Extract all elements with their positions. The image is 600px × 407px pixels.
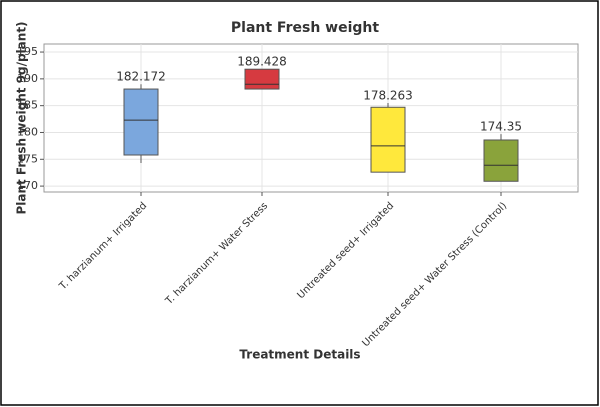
y-tick-label: 190 [17,72,38,85]
y-axis-label: Plant Fresh weight 9g/plant) [15,21,29,214]
data-label: 182.172 [116,70,166,84]
y-tick-label: 185 [17,99,38,112]
y-tick-label: 195 [17,45,38,58]
box [483,139,519,182]
box [244,68,280,90]
box [370,106,406,173]
data-label: 174.35 [480,120,522,134]
y-tick-label: 175 [17,152,38,165]
y-tick-label: 180 [17,125,38,138]
y-tick-label: 170 [17,179,38,192]
box [123,88,159,156]
data-label: 189.428 [237,55,287,69]
chart-title: Plant Fresh weight [231,20,379,36]
data-label: 178.263 [363,88,413,102]
x-axis-label: Treatment Details [239,348,360,362]
